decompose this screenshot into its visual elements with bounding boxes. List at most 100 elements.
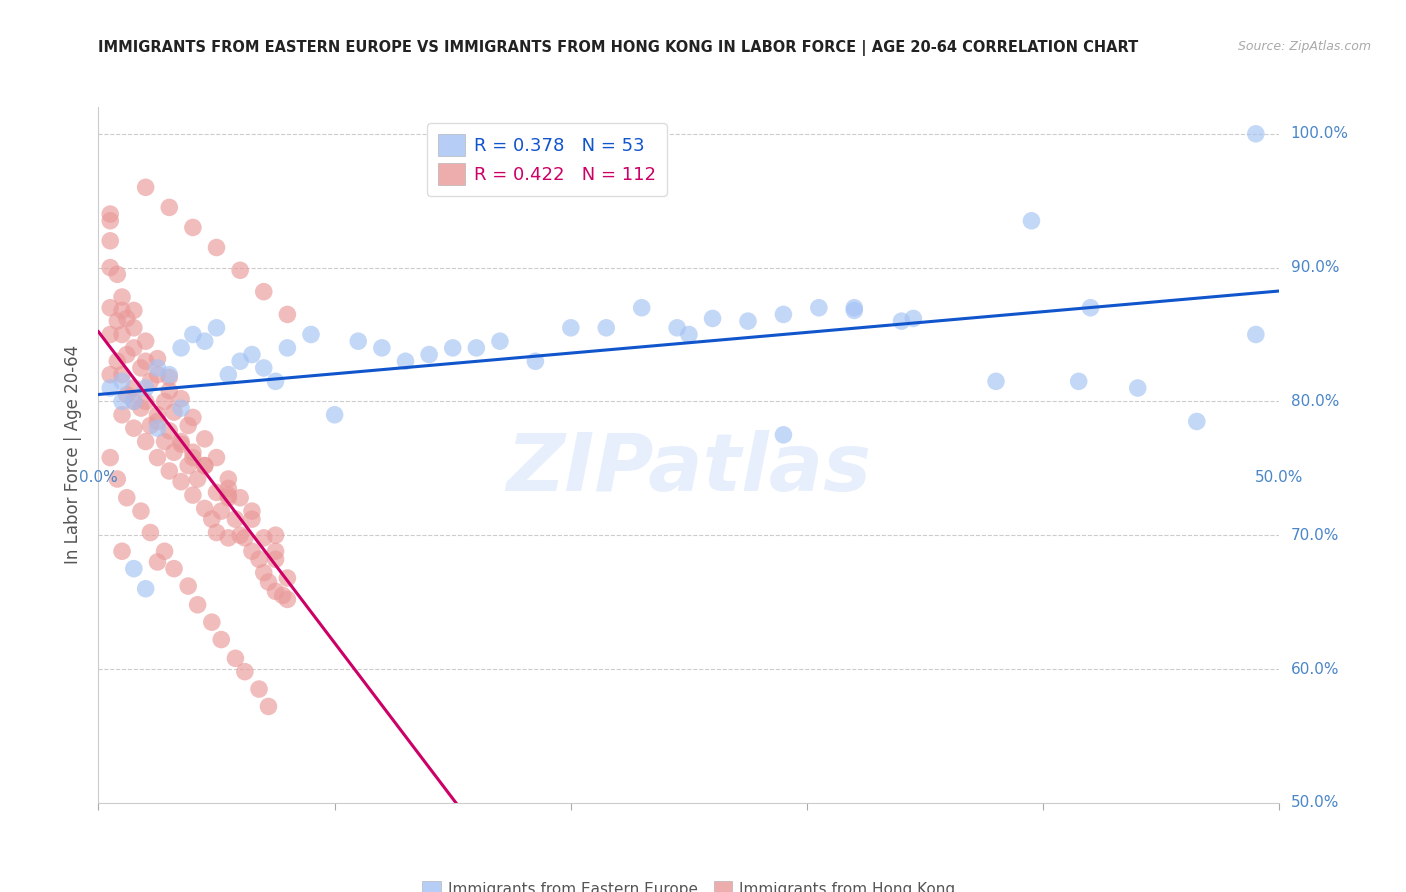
Text: 90.0%: 90.0% <box>1291 260 1339 275</box>
Point <box>224 651 246 665</box>
Point <box>146 421 169 435</box>
Point <box>702 311 724 326</box>
Point <box>146 408 169 422</box>
Point <box>890 314 912 328</box>
Point <box>229 491 252 505</box>
Point <box>194 432 217 446</box>
Point <box>233 531 256 545</box>
Point <box>229 528 252 542</box>
Point <box>205 525 228 540</box>
Point <box>163 405 186 419</box>
Point <box>1244 327 1267 342</box>
Point <box>264 584 287 599</box>
Point <box>153 544 176 558</box>
Point <box>465 341 488 355</box>
Text: IMMIGRANTS FROM EASTERN EUROPE VS IMMIGRANTS FROM HONG KONG IN LABOR FORCE | AGE: IMMIGRANTS FROM EASTERN EUROPE VS IMMIGR… <box>98 40 1139 56</box>
Point <box>181 410 204 425</box>
Point <box>209 504 232 518</box>
Point <box>146 351 169 366</box>
Point <box>135 381 157 395</box>
Text: 60.0%: 60.0% <box>1291 662 1339 676</box>
Point <box>1080 301 1102 315</box>
Point <box>247 552 270 566</box>
Point <box>257 574 280 589</box>
Point <box>205 241 228 255</box>
Point <box>111 327 134 342</box>
Point <box>240 512 263 526</box>
Point <box>122 303 145 318</box>
Point <box>139 375 162 389</box>
Point <box>257 699 280 714</box>
Point <box>163 445 186 459</box>
Point <box>264 528 287 542</box>
Point <box>122 394 145 409</box>
Point <box>772 428 794 442</box>
Point <box>844 303 866 318</box>
Point <box>253 361 276 376</box>
Point <box>1185 414 1208 428</box>
Point <box>524 354 547 368</box>
Point <box>595 321 617 335</box>
Point <box>177 418 200 433</box>
Point <box>229 263 252 277</box>
Point <box>115 311 138 326</box>
Point <box>98 368 121 382</box>
Point <box>224 512 246 526</box>
Point <box>299 327 322 342</box>
Point <box>111 408 134 422</box>
Point <box>177 458 200 473</box>
Point <box>264 375 287 389</box>
Point <box>1244 127 1267 141</box>
Point <box>217 472 239 486</box>
Point <box>394 354 416 368</box>
Point <box>98 234 121 248</box>
Point <box>217 531 239 545</box>
Point <box>135 434 157 449</box>
Point <box>371 341 394 355</box>
Text: 100.0%: 100.0% <box>1291 127 1348 141</box>
Text: 80.0%: 80.0% <box>1291 394 1339 409</box>
Point <box>157 424 180 438</box>
Point <box>129 361 152 376</box>
Point <box>98 450 121 465</box>
Point <box>247 682 270 697</box>
Point <box>111 375 134 389</box>
Point <box>772 307 794 321</box>
Point <box>276 341 298 355</box>
Point <box>170 437 193 451</box>
Point <box>194 334 217 349</box>
Text: 70.0%: 70.0% <box>1291 528 1339 542</box>
Point <box>253 531 276 545</box>
Point <box>98 214 121 228</box>
Point <box>157 384 180 398</box>
Text: 0.0%: 0.0% <box>79 470 118 485</box>
Point <box>105 268 128 282</box>
Point <box>111 544 134 558</box>
Point <box>157 370 180 384</box>
Point <box>194 458 217 473</box>
Point <box>105 354 128 368</box>
Point <box>135 334 157 349</box>
Point <box>323 408 346 422</box>
Point <box>253 566 276 580</box>
Point <box>441 341 464 355</box>
Point <box>146 414 169 428</box>
Point <box>489 334 512 349</box>
Point <box>181 488 204 502</box>
Point <box>678 327 700 342</box>
Point <box>844 301 866 315</box>
Point <box>271 589 294 603</box>
Point <box>229 354 252 368</box>
Y-axis label: In Labor Force | Age 20-64: In Labor Force | Age 20-64 <box>65 345 83 565</box>
Point <box>205 485 228 500</box>
Point <box>187 472 209 486</box>
Point <box>630 301 652 315</box>
Text: ZIPatlas: ZIPatlas <box>506 430 872 508</box>
Point <box>240 504 263 518</box>
Point <box>217 488 239 502</box>
Point <box>111 290 134 304</box>
Point <box>560 321 582 335</box>
Point <box>276 571 298 585</box>
Point <box>187 598 209 612</box>
Point <box>115 387 138 401</box>
